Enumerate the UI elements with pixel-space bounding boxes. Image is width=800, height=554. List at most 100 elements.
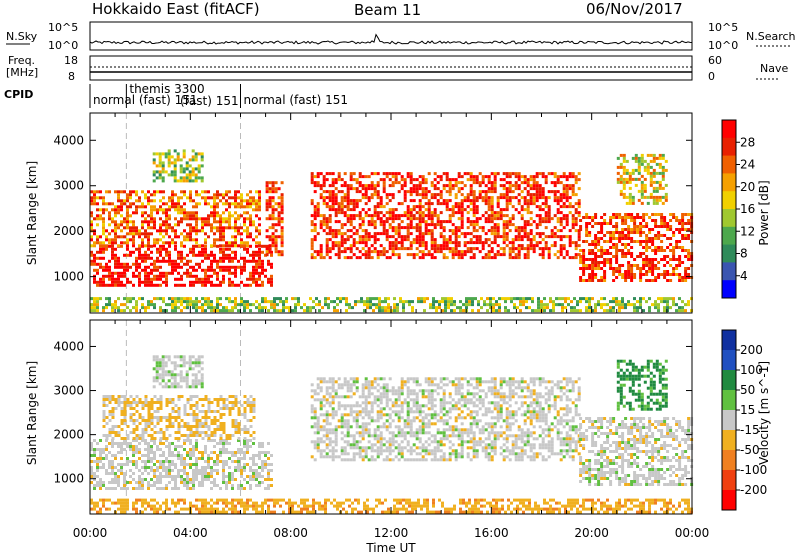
echo-cell: [273, 309, 276, 313]
echo-cell: [114, 283, 117, 287]
echo-cell: [465, 303, 468, 307]
echo-cell: [114, 487, 117, 490]
echo-cell: [270, 306, 273, 310]
echo-cell: [664, 192, 668, 196]
echo-cell: [234, 241, 237, 245]
echo-cell: [463, 241, 467, 245]
echo-cell: [313, 214, 317, 218]
echo-cell: [441, 297, 444, 301]
nsky-label: N.Sky: [6, 30, 38, 43]
echo-cell: [274, 187, 278, 191]
echo-cell: [141, 419, 145, 422]
echo-cell: [532, 175, 536, 179]
echo-cell: [325, 223, 329, 227]
echo-cell: [565, 235, 569, 239]
echo-cell: [192, 211, 195, 215]
echo-cell: [609, 258, 613, 261]
echo-cell: [600, 222, 604, 225]
echo-cell: [192, 226, 195, 230]
echo-cell: [144, 280, 147, 284]
echo-cell: [204, 223, 207, 227]
echo-cell: [177, 277, 180, 281]
echo-cell: [535, 187, 539, 191]
echo-cell: [612, 255, 616, 258]
echo-cell: [216, 410, 220, 413]
echo-cell: [132, 220, 135, 224]
echo-cell: [466, 247, 470, 251]
echo-cell: [201, 250, 204, 254]
echo-cell: [577, 172, 581, 176]
echo-cell: [249, 214, 252, 218]
echo-cell: [114, 300, 117, 304]
echo-cell: [577, 235, 581, 239]
echo-cell: [388, 184, 392, 188]
echo-cell: [204, 425, 208, 428]
echo-cell: [579, 228, 583, 231]
echo-cell: [387, 306, 390, 310]
echo-cell: [282, 306, 285, 310]
echo-cell: [463, 172, 467, 176]
echo-cell: [615, 255, 619, 258]
echo-cell: [274, 235, 278, 239]
echo-cell: [651, 213, 655, 216]
echo-cell: [625, 159, 629, 163]
echo-cell: [630, 246, 634, 249]
echo-cell: [382, 178, 386, 182]
echo-cell: [173, 161, 177, 165]
echo-cell: [361, 175, 365, 179]
echo-cell: [153, 220, 156, 224]
echo-cell: [475, 175, 479, 179]
echo-cell: [328, 217, 332, 221]
echo-cell: [180, 303, 183, 307]
echo-cell: [144, 271, 147, 275]
echo-cell: [228, 217, 231, 221]
echo-cell: [141, 428, 145, 431]
echo-cell: [150, 416, 154, 419]
echo-cell: [200, 158, 204, 162]
echo-cell: [123, 442, 126, 445]
echo-cell: [258, 253, 261, 257]
echo-cell: [129, 220, 132, 224]
echo-cell: [579, 297, 582, 301]
echo-cell: [637, 159, 641, 163]
echo-cell: [349, 229, 353, 233]
echo-cell: [201, 306, 204, 310]
echo-cell: [180, 217, 183, 221]
echo-cell: [430, 241, 434, 245]
echo-cell: [556, 235, 560, 239]
echo-cell: [424, 190, 428, 194]
echo-cell: [159, 431, 163, 434]
echo-cell: [129, 445, 132, 448]
echo-cell: [195, 202, 198, 206]
echo-cell: [484, 238, 488, 242]
echo-cell: [204, 413, 208, 416]
echo-cell: [669, 213, 673, 216]
echo-cell: [325, 238, 329, 242]
echo-cell: [393, 303, 396, 307]
echo-cell: [150, 407, 154, 410]
echo-cell: [135, 395, 139, 398]
echo-cell: [582, 273, 586, 276]
echo-cell: [249, 220, 252, 224]
echo-cell: [123, 199, 126, 203]
echo-cell: [535, 199, 539, 203]
echo-cell: [126, 487, 129, 490]
echo-cell: [225, 265, 228, 269]
echo-cell: [514, 256, 518, 260]
echo-cell: [264, 487, 267, 490]
echo-cell: [409, 223, 413, 227]
echo-cell: [388, 199, 392, 203]
echo-cell: [261, 283, 264, 287]
echo-cell: [385, 211, 389, 215]
echo-cell: [391, 175, 395, 179]
echo-cell: [189, 283, 192, 287]
echo-cell: [379, 223, 383, 227]
echo-cell: [150, 466, 153, 469]
echo-cell: [164, 152, 168, 156]
echo-cell: [571, 187, 575, 191]
echo-cell: [147, 223, 150, 227]
echo-cell: [523, 178, 527, 182]
echo-cell: [99, 283, 102, 287]
echo-cell: [535, 193, 539, 197]
echo-cell: [562, 247, 566, 251]
